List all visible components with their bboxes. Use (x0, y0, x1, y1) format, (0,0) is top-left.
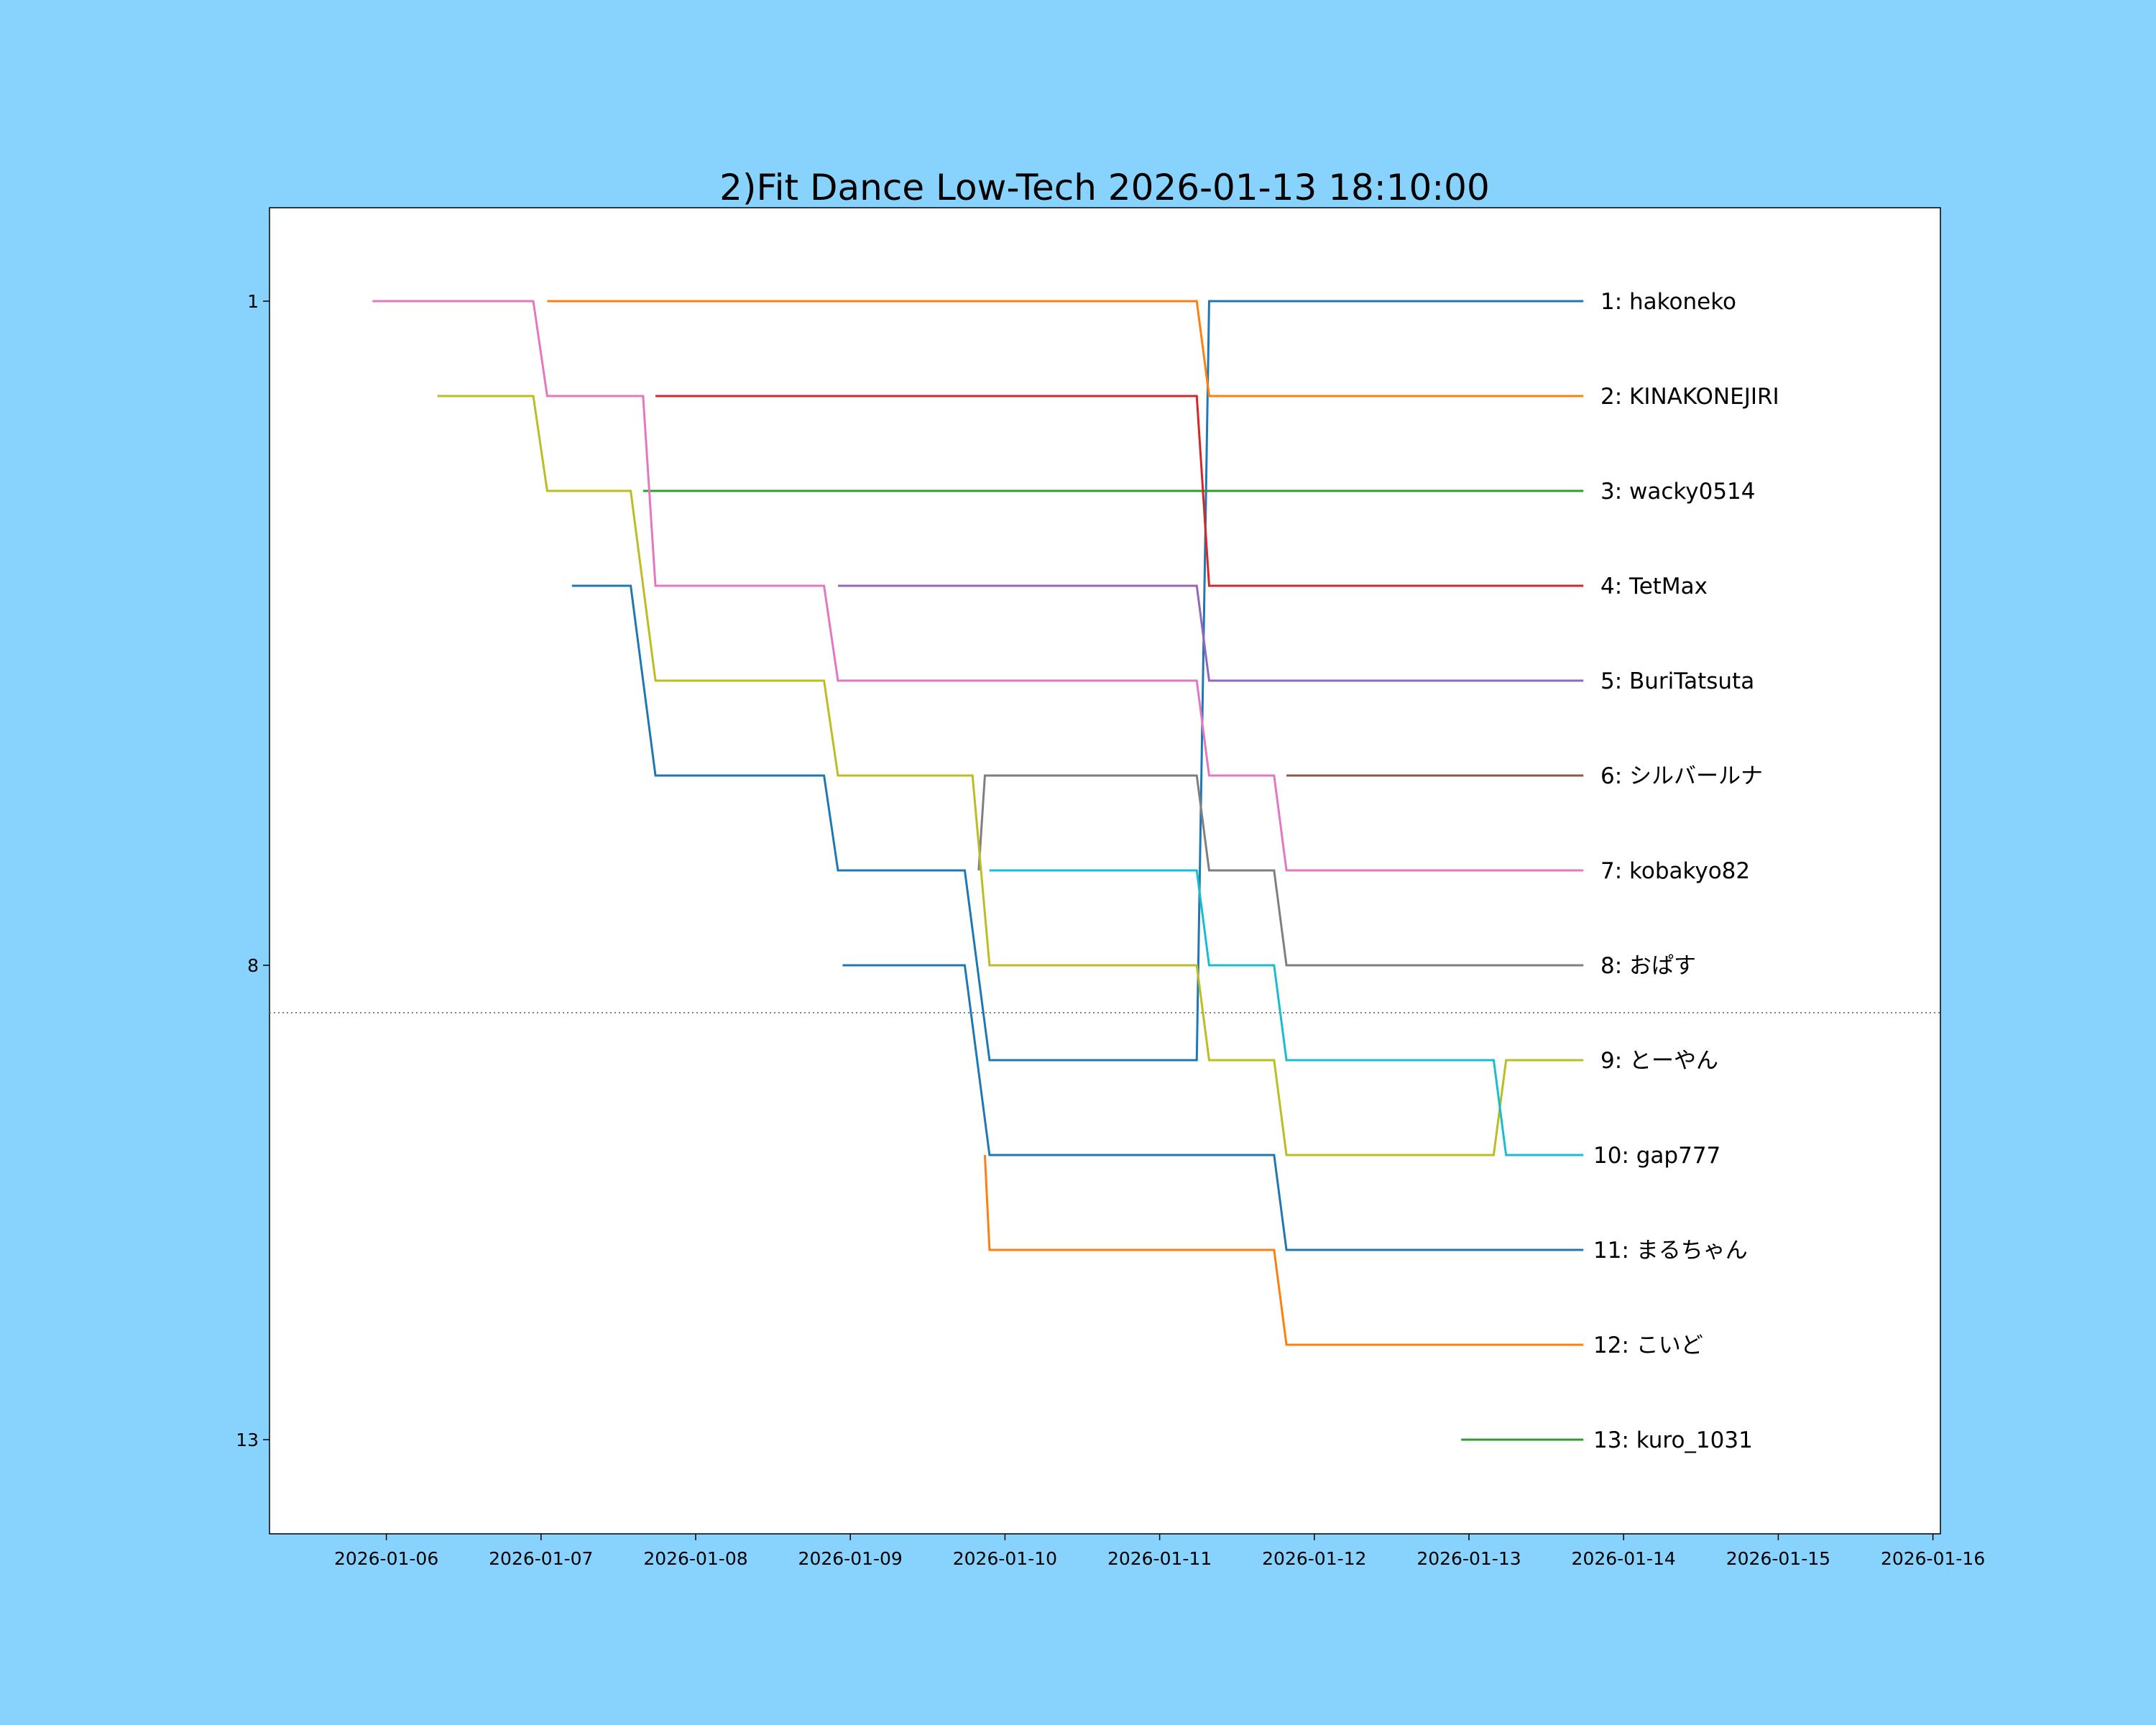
x-tick-label: 2026-01-10 (953, 1548, 1057, 1569)
series-label: 5: BuriTatsuta (1600, 668, 1754, 694)
series-line-10 (989, 869, 1584, 1156)
series-line-11 (842, 964, 1584, 1251)
x-tick-label: 2026-01-09 (798, 1548, 903, 1569)
x-tick-label: 2026-01-11 (1107, 1548, 1212, 1569)
series-label: 1: hakoneko (1600, 289, 1736, 315)
series-line-12 (983, 1154, 1584, 1346)
x-tick-label: 2026-01-16 (1881, 1548, 1985, 1569)
series-line-5 (837, 584, 1584, 682)
y-tick-label: 1 (247, 291, 259, 312)
x-tick-label: 2026-01-14 (1572, 1548, 1676, 1569)
y-tick-label: 13 (236, 1430, 259, 1450)
series-line-9 (437, 395, 1584, 1156)
chart-title: 2)Fit Dance Low-Tech 2026-01-13 18:10:00 (719, 167, 1490, 208)
series-line-2 (547, 300, 1584, 397)
y-tick-label: 8 (247, 955, 259, 976)
series-label: 12: こいど (1593, 1333, 1703, 1358)
x-tick-label: 2026-01-08 (643, 1548, 747, 1569)
x-tick-label: 2026-01-06 (334, 1548, 438, 1569)
series-label: 8: おぱす (1600, 953, 1696, 979)
series-label: 4: TetMax (1600, 574, 1708, 599)
series-line-7 (372, 300, 1584, 872)
series-label: 6: シルバールナ (1600, 763, 1763, 789)
series-line-4 (655, 395, 1584, 587)
series-label: 9: とーやん (1600, 1048, 1718, 1074)
x-tick-label: 2026-01-12 (1262, 1548, 1366, 1569)
x-tick-label: 2026-01-15 (1726, 1548, 1830, 1569)
series-label: 11: まるちゃん (1593, 1238, 1748, 1264)
series-label: 3: wacky0514 (1600, 479, 1756, 505)
series-line-1 (571, 300, 1584, 1062)
x-tick-label: 2026-01-07 (489, 1548, 593, 1569)
series-line-8 (977, 774, 1584, 967)
series-label: 2: KINAKONEJIRI (1600, 384, 1779, 410)
series-label: 10: gap777 (1593, 1143, 1720, 1169)
series-label: 13: kuro_1031 (1593, 1427, 1753, 1453)
x-tick-label: 2026-01-13 (1416, 1548, 1521, 1569)
series-label: 7: kobakyo82 (1600, 858, 1750, 884)
